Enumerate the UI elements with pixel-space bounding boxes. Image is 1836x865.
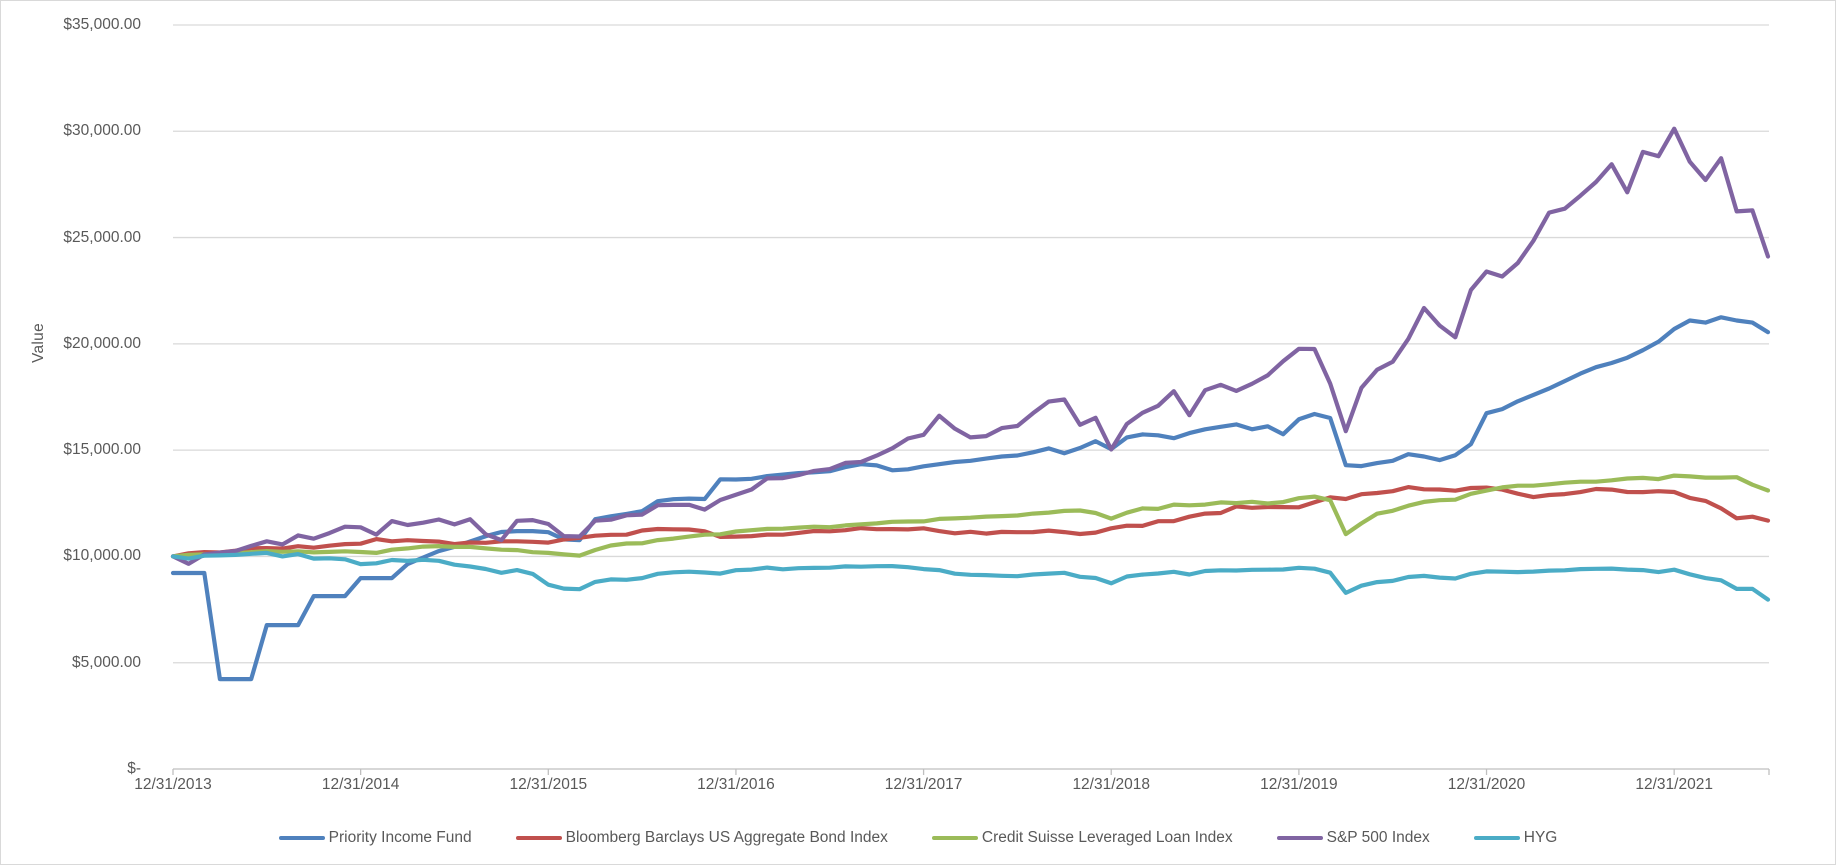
x-tick-label: 12/31/2019 xyxy=(1260,776,1338,793)
y-tick-label: $10,000.00 xyxy=(63,547,141,565)
x-tick-label: 12/31/2016 xyxy=(697,776,775,793)
y-tick-label: $25,000.00 xyxy=(63,228,141,246)
legend-item: Priority Income Fund xyxy=(278,829,472,847)
legend-label: S&P 500 Index xyxy=(1326,829,1430,846)
x-tick-label: 12/31/2018 xyxy=(1072,776,1151,793)
legend-label: HYG xyxy=(1523,829,1558,846)
legend-swatch-icon xyxy=(515,835,562,841)
series-line-bloomberg-barclays-us-aggregate-bond-index xyxy=(170,485,1771,559)
y-tick-label: $15,000.00 xyxy=(63,441,141,459)
legend-label: Priority Income Fund xyxy=(328,829,472,846)
y-tick-label: $20,000.00 xyxy=(63,334,141,352)
series-line-credit-suisse-leveraged-loan-index xyxy=(170,473,1771,559)
legend-item: Bloomberg Barclays US Aggregate Bond Ind… xyxy=(515,829,888,847)
series-line-priority-income-fund xyxy=(170,315,1771,682)
series-line-hyg xyxy=(170,550,1771,602)
x-tick-label: 12/31/2014 xyxy=(321,776,400,793)
legend-item: HYG xyxy=(1473,829,1558,847)
y-tick-label: $35,000.00 xyxy=(63,16,141,33)
x-tick-label: 12/31/2015 xyxy=(509,776,588,793)
legend-item: Credit Suisse Leveraged Loan Index xyxy=(931,829,1233,847)
legend-item: S&P 500 Index xyxy=(1276,829,1430,847)
series-line-s-p-500-index xyxy=(170,126,1771,566)
legend-label: Credit Suisse Leveraged Loan Index xyxy=(981,829,1233,846)
y-tick-label: $5,000.00 xyxy=(72,653,141,671)
legend-swatch-icon xyxy=(278,835,325,841)
legend: Priority Income Fund Bloomberg Barclays U… xyxy=(1,829,1835,847)
y-tick-label: $30,000.00 xyxy=(63,122,141,140)
legend-swatch-icon xyxy=(1473,835,1520,841)
legend-swatch-icon xyxy=(1276,835,1323,841)
legend-label: Bloomberg Barclays US Aggregate Bond Ind… xyxy=(565,829,888,846)
x-tick-label: 12/31/2020 xyxy=(1447,776,1526,793)
x-tick-label: 12/31/2021 xyxy=(1635,776,1713,793)
y-tick-label: $- xyxy=(127,760,141,777)
x-tick-label: 12/31/2017 xyxy=(884,776,963,793)
legend-swatch-icon xyxy=(931,835,978,841)
x-tick-label: 12/31/2013 xyxy=(134,776,212,793)
